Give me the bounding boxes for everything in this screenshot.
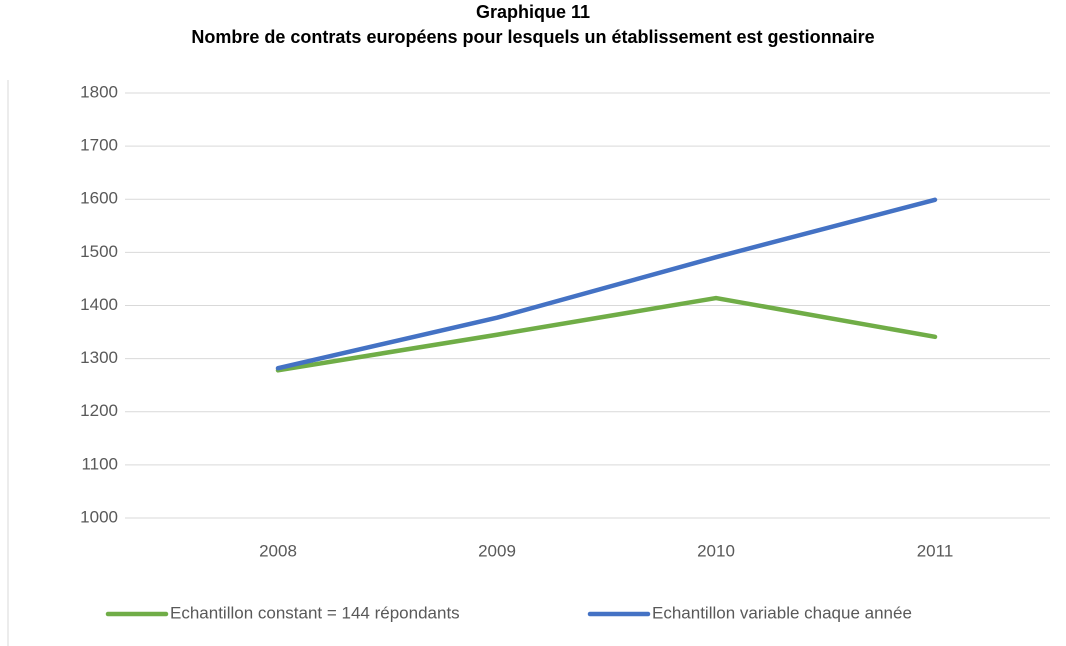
- y-tick-label: 1700: [80, 136, 118, 155]
- y-tick-label: 1100: [81, 454, 118, 473]
- series-line: [275, 295, 938, 373]
- legend-label: Echantillon variable chaque année: [652, 603, 912, 622]
- y-tick-label: 1800: [80, 82, 118, 101]
- series-line: [275, 197, 938, 371]
- y-tick-label: 1200: [80, 401, 118, 420]
- x-tick-label: 2008: [259, 541, 297, 560]
- y-tick-label: 1500: [80, 242, 118, 261]
- x-tick-label: 2011: [917, 541, 954, 560]
- y-tick-label: 1600: [80, 189, 118, 208]
- y-tick-label: 1300: [80, 348, 118, 367]
- legend-label: Echantillon constant = 144 répondants: [170, 603, 460, 622]
- chart-subtitle: Nombre de contrats européens pour lesque…: [191, 27, 874, 47]
- x-tick-label: 2009: [478, 541, 516, 560]
- y-tick-label: 1400: [80, 295, 118, 314]
- x-tick-label: 2010: [697, 541, 735, 560]
- y-tick-label: 1000: [80, 507, 118, 526]
- chart-title: Graphique 11: [476, 2, 590, 22]
